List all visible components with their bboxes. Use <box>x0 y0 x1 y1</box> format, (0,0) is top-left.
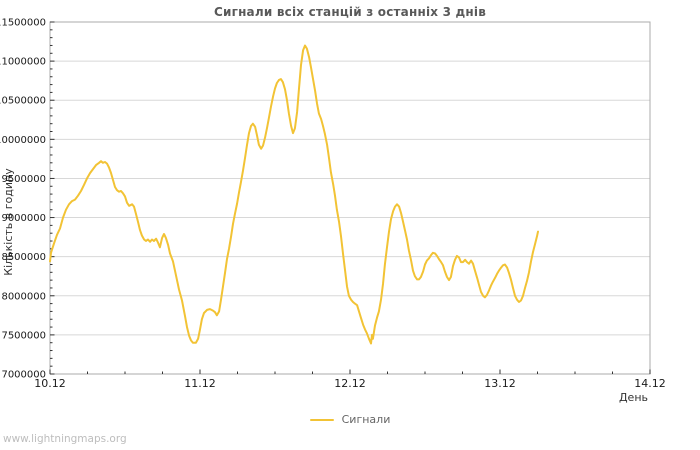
y-tick-label: 10500000 <box>0 96 46 107</box>
x-tick-label: 14.12 <box>634 377 666 390</box>
y-tick-label: 9500000 <box>1 174 46 185</box>
y-tick-label: 7500000 <box>1 330 46 341</box>
y-tick-label: 9000000 <box>1 213 46 224</box>
y-tick-label: 10000000 <box>0 135 46 146</box>
y-tick-label: 8500000 <box>1 252 46 263</box>
x-axis-title: День <box>618 391 648 404</box>
x-tick-label: 13.12 <box>484 377 516 390</box>
y-tick-label: 7000000 <box>1 370 46 381</box>
legend-series-label: Сигнали <box>341 413 391 426</box>
legend: Сигнали <box>0 413 700 426</box>
y-tick-label: 11000000 <box>0 57 46 68</box>
y-tick-label: 11500000 <box>0 18 46 29</box>
watermark: www.lightningmaps.org <box>3 433 127 445</box>
y-tick-label: 8000000 <box>1 291 46 302</box>
x-tick-label: 12.12 <box>334 377 366 390</box>
legend-line-swatch <box>309 418 334 421</box>
plot-frame <box>49 21 651 375</box>
x-tick-label: 11.12 <box>184 377 216 390</box>
x-tick-label: 10.12 <box>34 377 66 390</box>
chart-title: Сигнали всіх станцій з останніх 3 днів <box>213 5 487 19</box>
signals-series-line <box>49 44 539 345</box>
